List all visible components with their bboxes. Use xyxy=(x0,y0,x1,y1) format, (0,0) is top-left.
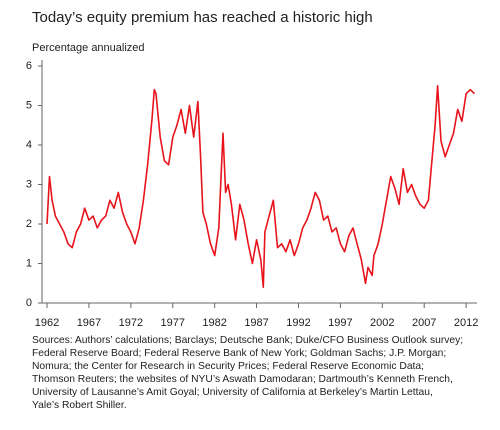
source-line: Sources: Authors’ calculations; Barclays… xyxy=(32,335,464,346)
y-tick-label: 4 xyxy=(26,139,32,151)
y-tick-label: 6 xyxy=(26,60,32,72)
chart-title: Today’s equity premium has reached a his… xyxy=(32,9,373,26)
x-tick-label: 1982 xyxy=(202,317,226,329)
y-tick-label: 5 xyxy=(26,99,32,111)
x-tick-label: 1962 xyxy=(35,317,59,329)
source-line: University of Lausanne’s Amit Goyal; Uni… xyxy=(32,387,433,398)
y-tick-label: 1 xyxy=(26,257,32,269)
x-tick-label: 1992 xyxy=(286,317,310,329)
y-tick-label: 3 xyxy=(26,178,32,190)
x-tick-label: 2007 xyxy=(412,317,436,329)
y-axis-label: Percentage annualized xyxy=(32,42,145,54)
chart: Today’s equity premium has reached a his… xyxy=(26,9,478,329)
source-line: Federal Reserve Board; Federal Reserve B… xyxy=(32,348,447,359)
x-tick-label: 1987 xyxy=(244,317,268,329)
source-line: Thomson Reuters; the websites of NYU’s A… xyxy=(32,374,453,385)
x-tick-label: 1977 xyxy=(161,317,185,329)
y-tick-label: 0 xyxy=(26,297,32,309)
source-line: Yale’s Robert Shiller. xyxy=(32,400,127,411)
x-tick-label: 1972 xyxy=(119,317,143,329)
x-tick-label: 2002 xyxy=(370,317,394,329)
source-line: Nomura; the Center for Research in Secur… xyxy=(32,361,425,372)
x-tick-label: 1967 xyxy=(77,317,101,329)
x-tick-label: 2012 xyxy=(454,317,478,329)
sources: Sources: Authors’ calculations; Barclays… xyxy=(32,334,463,412)
y-tick-label: 2 xyxy=(26,218,32,230)
series-line xyxy=(46,85,476,288)
x-tick-label: 1997 xyxy=(328,317,352,329)
